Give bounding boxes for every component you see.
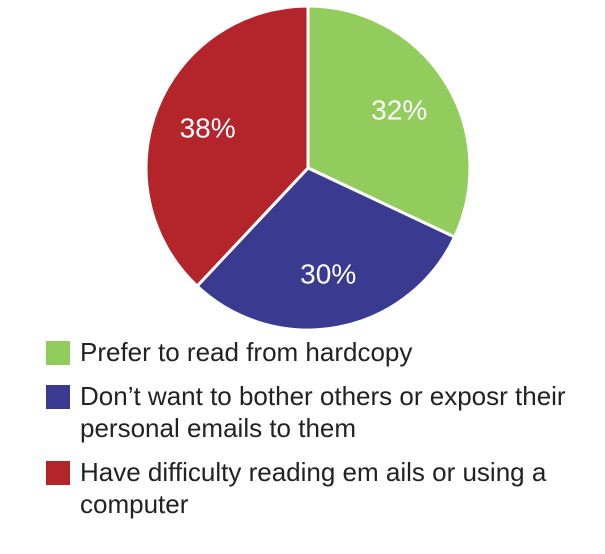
legend: Prefer to read from hardcopy Don’t want … bbox=[46, 336, 594, 520]
pie-data-label-difficulty: 38% bbox=[180, 113, 236, 144]
pie-data-label-bother-others: 30% bbox=[300, 259, 356, 290]
legend-label-hardcopy: Prefer to read from hardcopy bbox=[80, 337, 413, 367]
pie-data-labels: 32% 30% 38% bbox=[180, 95, 428, 290]
legend-label-bother-others: Don’t want to bother others or exposr th… bbox=[80, 381, 566, 443]
pie-slice-hardcopy bbox=[306, 4, 472, 239]
legend-label-difficulty: Have difficulty reading em ails or using… bbox=[80, 457, 547, 519]
legend-swatch-bother-others bbox=[46, 385, 70, 409]
pie-slices bbox=[144, 4, 472, 330]
legend-item-difficulty: Have difficulty reading em ails or using… bbox=[46, 456, 594, 520]
pie-data-label-hardcopy: 32% bbox=[371, 95, 427, 126]
pie-chart: 32% 30% 38% bbox=[144, 4, 472, 330]
legend-swatch-difficulty bbox=[46, 461, 70, 485]
legend-item-hardcopy: Prefer to read from hardcopy bbox=[46, 336, 594, 368]
pie-slice-difficulty bbox=[144, 4, 310, 288]
legend-swatch-hardcopy bbox=[46, 341, 70, 365]
legend-item-bother-others: Don’t want to bother others or exposr th… bbox=[46, 380, 594, 444]
pie-slice-bother-others bbox=[195, 166, 457, 330]
